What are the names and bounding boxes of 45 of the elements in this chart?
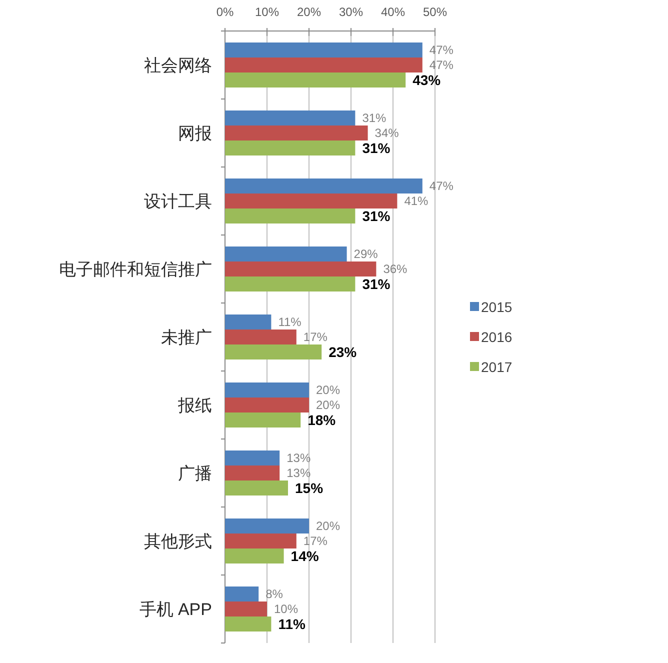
x-tick-label: 20% <box>296 5 322 19</box>
x-tick-label: 0% <box>216 5 234 19</box>
y-tick-label: 其他形式 <box>144 532 212 551</box>
y-tick-label: 网报 <box>178 124 212 143</box>
x-tick-label: 40% <box>380 5 406 19</box>
data-label: 31% <box>362 208 391 224</box>
data-label: 47% <box>429 43 454 57</box>
y-tick-label: 广播 <box>178 464 212 483</box>
data-label: 18% <box>308 412 336 428</box>
y-tick-label: 手机 APP <box>139 600 212 619</box>
data-label: 41% <box>404 194 429 208</box>
data-label: 29% <box>354 247 378 261</box>
data-label: 31% <box>362 276 391 292</box>
data-label: 17% <box>303 330 328 344</box>
data-label: 23% <box>328 344 358 360</box>
x-tick-label: 30% <box>338 5 364 19</box>
data-label: 36% <box>383 262 408 276</box>
data-label: 20% <box>316 519 340 533</box>
data-label: 8% <box>266 587 284 601</box>
data-label: 13% <box>286 466 311 480</box>
legend-label: 2016 <box>481 329 512 345</box>
data-label: 31% <box>362 140 391 156</box>
data-label: 17% <box>303 534 328 548</box>
y-tick-label: 未推广 <box>161 328 212 347</box>
data-label: 11% <box>278 315 302 329</box>
y-tick-label: 报纸 <box>177 396 212 415</box>
data-label: 31% <box>362 111 387 125</box>
x-tick-label: 10% <box>254 5 280 19</box>
data-label: 20% <box>316 383 340 397</box>
data-label: 10% <box>274 602 298 616</box>
legend-label: 2017 <box>481 359 512 375</box>
data-label: 13% <box>286 451 311 465</box>
data-label: 14% <box>290 548 320 564</box>
data-label: 15% <box>295 480 324 496</box>
data-label: 47% <box>429 179 454 193</box>
data-label: 34% <box>374 126 400 140</box>
y-tick-label: 设计工具 <box>144 192 212 211</box>
legend-label: 2015 <box>481 299 512 315</box>
y-tick-label: 电子邮件和短信推广 <box>59 260 212 279</box>
data-label: 43% <box>412 72 442 88</box>
y-tick-label: 社会网络 <box>144 56 212 75</box>
x-tick-label: 50% <box>422 5 448 19</box>
data-label: 20% <box>316 398 340 412</box>
data-label: 47% <box>429 58 454 72</box>
data-label: 11% <box>278 616 306 632</box>
